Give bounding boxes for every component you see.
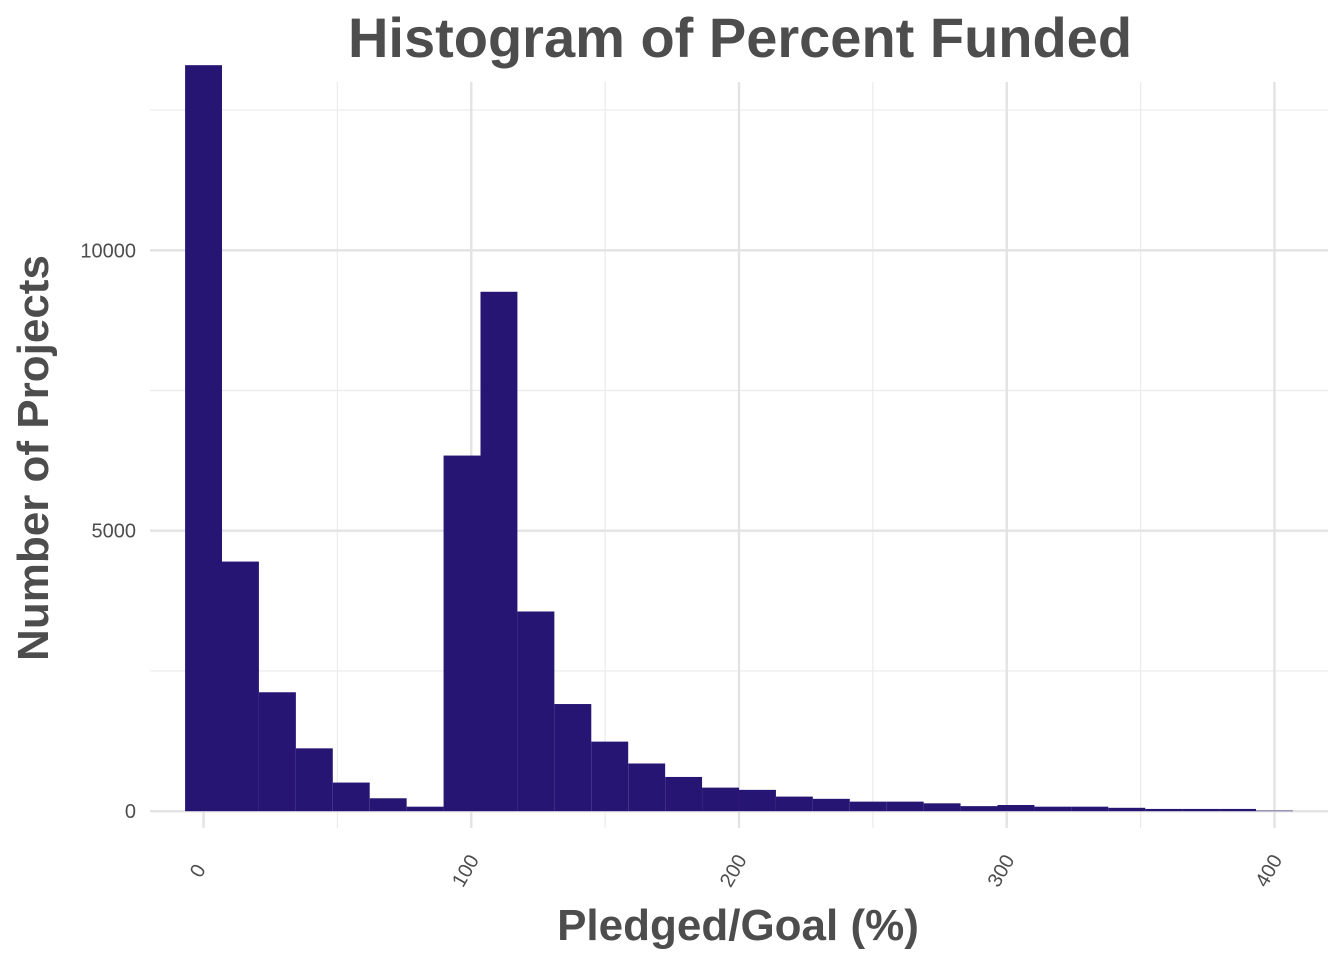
histogram-bar [406, 806, 444, 812]
histogram-bar [591, 741, 629, 812]
histogram-bar [739, 789, 776, 812]
chart-title: Histogram of Percent Funded [347, 6, 1133, 69]
grid-layer [150, 82, 1328, 828]
y-axis-label: Number of Projects [9, 255, 58, 661]
histogram-bar [628, 763, 666, 812]
histogram-bar [517, 611, 555, 812]
bar-layer [185, 65, 1293, 812]
histogram-bar [702, 787, 739, 812]
histogram-bar [222, 561, 259, 812]
histogram-bar [332, 782, 370, 812]
y-tick-label: 10000 [80, 240, 136, 262]
histogram-bar [1219, 808, 1256, 812]
histogram-bar [1071, 806, 1109, 812]
histogram-bar [185, 65, 223, 812]
x-tick-label: 200 [716, 851, 752, 891]
y-tick-label: 5000 [92, 521, 137, 543]
y-tick-label: 0 [125, 801, 136, 823]
histogram-bar [923, 803, 961, 812]
histogram-bar [443, 455, 481, 812]
histogram-bar [295, 748, 333, 812]
histogram-bar [775, 796, 813, 812]
histogram-bar [1255, 810, 1293, 812]
histogram-bar [812, 798, 850, 812]
histogram-bar [886, 801, 924, 812]
histogram-bar [258, 692, 296, 812]
histogram-bar [849, 801, 887, 812]
histogram-bar [554, 704, 592, 812]
histogram-bar [665, 776, 703, 812]
histogram-bar [480, 291, 518, 812]
histogram-bar [960, 806, 998, 812]
x-axis-label: Pledged/Goal (%) [557, 901, 919, 950]
histogram-bar [1108, 807, 1146, 812]
x-tick-label: 300 [984, 851, 1020, 891]
histogram-bar [997, 805, 1035, 812]
x-tick-label: 0 [186, 861, 211, 882]
x-tick-label: 100 [448, 851, 484, 891]
histogram-bar [369, 798, 407, 812]
x-tick-label: 400 [1251, 851, 1287, 891]
histogram-bar [1182, 808, 1220, 812]
histogram-bar [1034, 806, 1072, 812]
histogram-bar [1145, 808, 1183, 812]
